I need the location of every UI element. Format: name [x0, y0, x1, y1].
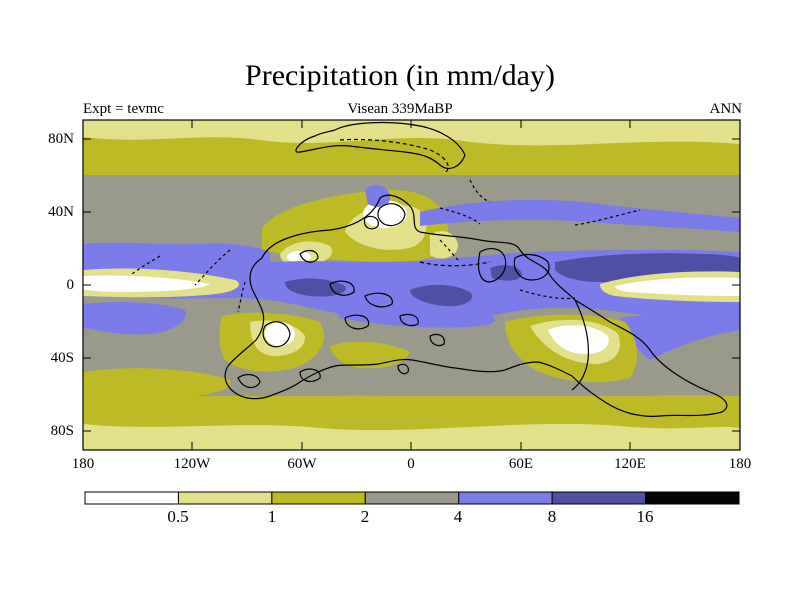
- coastline-island-8: [344, 314, 370, 330]
- colorbar-box-1: [177, 491, 273, 505]
- coastline-island-4: [513, 253, 550, 281]
- xtick-label-120e: 120E: [614, 456, 646, 472]
- coastline-dash-1: [469, 179, 491, 203]
- colorbar: [84, 491, 740, 505]
- coastline-island-7: [364, 292, 393, 308]
- field-dark-blue-small: [490, 265, 522, 281]
- coastline-dash-3: [419, 261, 491, 267]
- coastline-island-6: [329, 280, 355, 296]
- coastline-island-2: [363, 215, 379, 230]
- coastline-dash-6: [131, 255, 161, 275]
- coastline-island-14: [429, 333, 445, 347]
- ytick-label-80s: 80S: [50, 423, 74, 439]
- coastline-pangaea: [224, 194, 728, 417]
- xtick-label-0: 0: [407, 456, 415, 472]
- xtick-label-180w: 180: [71, 456, 95, 472]
- coastlines: [131, 121, 728, 417]
- coastline-dash-8: [519, 289, 576, 300]
- field-north-blue-band: [420, 199, 740, 232]
- field-north-blue-patch: [365, 185, 391, 207]
- coastline-island-10: [262, 321, 291, 348]
- field-south-blue-west: [83, 302, 186, 335]
- field-dark-blue-west: [285, 278, 346, 297]
- field-south-west-olive-2: [83, 368, 231, 398]
- coastline-dash-4: [574, 209, 641, 226]
- colorbar-label-2: 2: [360, 507, 370, 526]
- colorbar-label-8: 8: [547, 507, 557, 526]
- field-south-light-wave: [83, 423, 740, 450]
- colorbar-box-5: [551, 491, 647, 505]
- xtick-label-60e: 60E: [508, 456, 534, 472]
- colorbar-box-6: [645, 491, 740, 505]
- axis-ticks: [83, 120, 740, 450]
- ytick-label-0: 0: [66, 277, 75, 293]
- coastline-interior: [571, 299, 590, 391]
- field-north-light-wave: [83, 120, 740, 146]
- field-east-tongue-white: [615, 277, 740, 296]
- field-south-east-white: [548, 325, 609, 354]
- coastline-island-3: [477, 248, 507, 283]
- coastline-dash-5: [194, 249, 231, 286]
- coastline-island-9: [399, 313, 419, 327]
- ytick-label-40s: 40S: [50, 350, 74, 366]
- ytick-label-40n: 40N: [48, 204, 74, 220]
- field-south-olive-wave: [83, 394, 740, 410]
- field-north-east-olive: [430, 231, 458, 259]
- coastline-island-5: [299, 249, 319, 263]
- field-north-blue-band-west: [83, 242, 270, 264]
- map-field: [83, 120, 740, 450]
- xtick-label-180e: 180: [728, 456, 752, 472]
- xtick-label-120w: 120W: [173, 456, 211, 472]
- coastline-north-landmass: [295, 121, 466, 169]
- colorbar-label-0-5: 0.5: [167, 507, 189, 526]
- period-label: Visean 339MaBP: [347, 101, 453, 117]
- colorbar-box-2: [271, 491, 366, 505]
- coastline-dash-7: [237, 281, 246, 313]
- season-label: ANN: [709, 101, 743, 117]
- coastline-island-12: [299, 368, 321, 382]
- colorbar-box-0: [84, 491, 179, 505]
- field-west-tongue-white: [83, 275, 210, 292]
- colorbar-label-16: 16: [636, 507, 654, 526]
- coastline-dash-9: [439, 239, 461, 263]
- coastline-island-1: [377, 203, 406, 227]
- colorbar-label-4: 4: [453, 507, 463, 526]
- map-title: Precipitation (in mm/day): [245, 59, 555, 92]
- field-dark-blue-center: [410, 284, 473, 307]
- ytick-label-80n: 80N: [48, 131, 74, 147]
- colorbar-label-1: 1: [267, 507, 277, 526]
- colorbar-box-4: [458, 491, 553, 505]
- coastline-island-13: [397, 363, 409, 375]
- coastline-north-inner: [339, 138, 449, 173]
- coastline-island-11: [237, 373, 261, 389]
- xtick-label-60w: 60W: [287, 456, 317, 472]
- field-north-midlat-light-2: [363, 200, 407, 228]
- experiment-label: Expt = tevmc: [83, 101, 164, 117]
- field-south-blue-east: [620, 312, 740, 360]
- colorbar-box-3: [364, 491, 460, 505]
